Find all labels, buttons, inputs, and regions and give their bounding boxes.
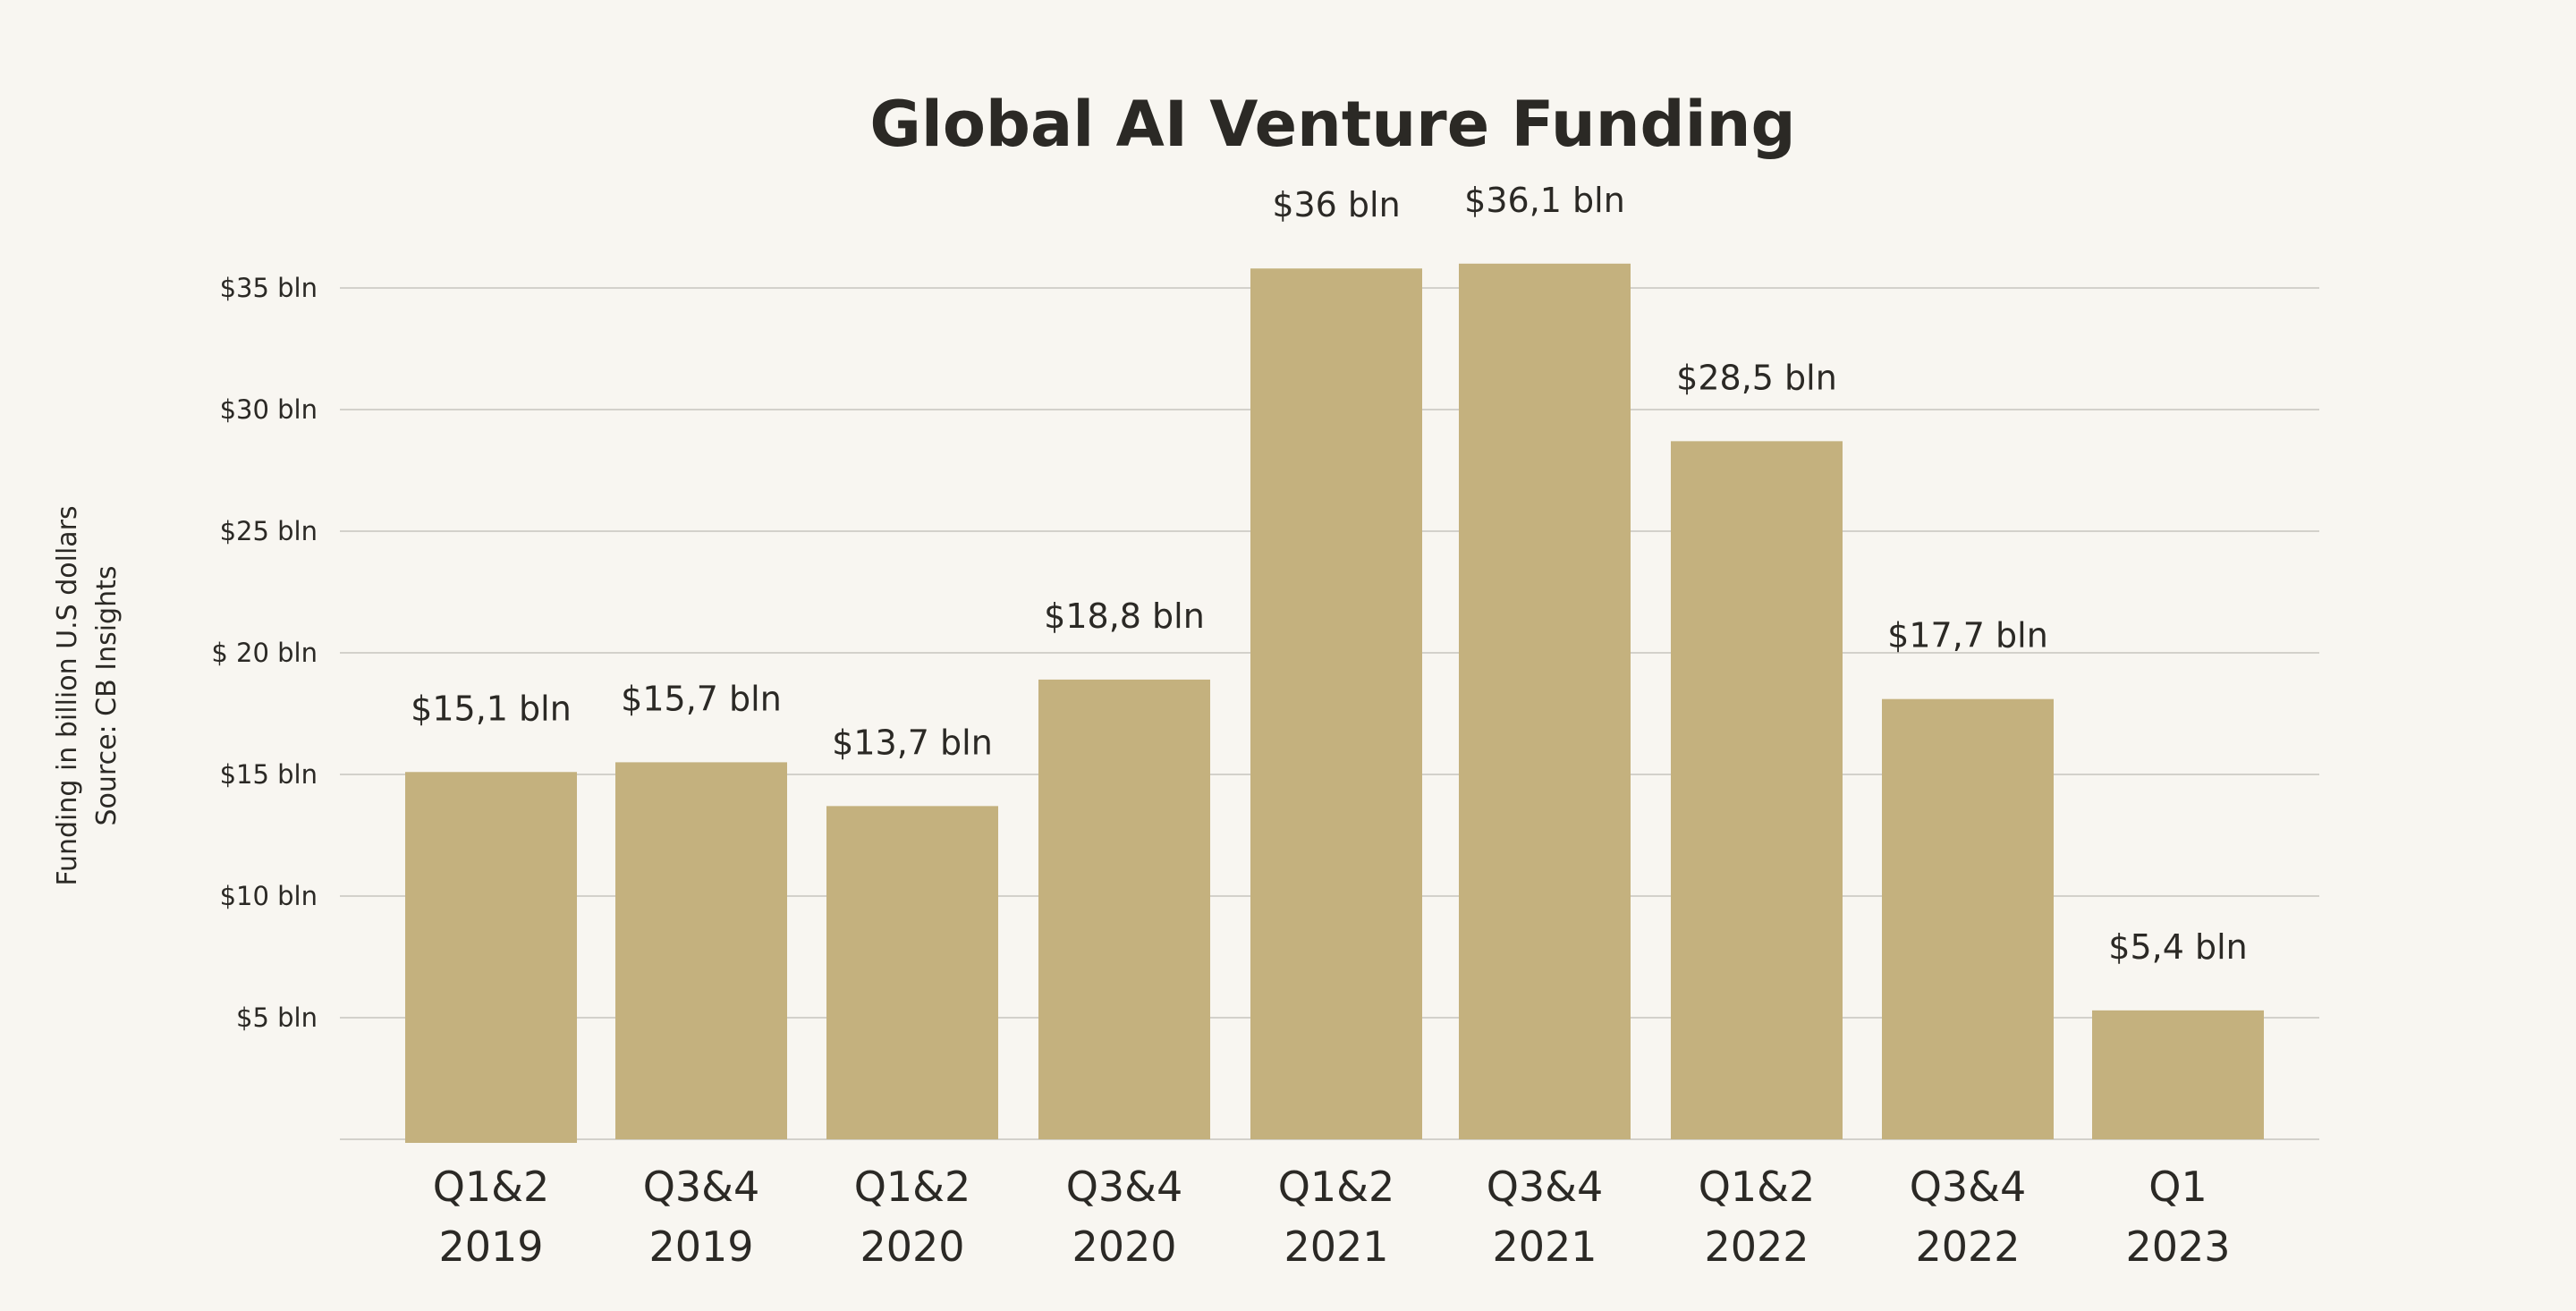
y-tick-label: $30 bln xyxy=(220,394,318,425)
data-labels: $15,1 bln $15,7 bln $13,7 bln $18,8 bln $36 … xyxy=(411,181,2248,967)
x-tick-label-year: 2022 xyxy=(1915,1222,2020,1271)
x-tick-label-year: 2022 xyxy=(1704,1222,1809,1271)
y-axis-label-line-2: Source: CB Insights xyxy=(91,565,123,825)
y-tick-label: $35 bln xyxy=(220,273,318,303)
bar xyxy=(826,806,998,1139)
x-tick-label-year: 2021 xyxy=(1284,1222,1388,1271)
x-tick-label-year: 2019 xyxy=(648,1222,753,1271)
data-label: $36 bln xyxy=(1272,185,1400,224)
data-label: $17,7 bln xyxy=(1887,616,2048,656)
chart-title: Global AI Venture Funding xyxy=(869,88,1795,161)
bar xyxy=(2092,1010,2264,1139)
y-tick-label: $ 20 bln xyxy=(211,638,318,668)
x-tick-label-period: Q1&2 xyxy=(1278,1163,1395,1211)
bars xyxy=(405,263,2264,1143)
y-axis-label: Funding in billion U.S dollars Source: C… xyxy=(52,505,123,885)
x-tick-label-year: 2023 xyxy=(2125,1222,2230,1271)
x-tick-label-year: 2021 xyxy=(1492,1222,1597,1271)
bar xyxy=(1882,698,2054,1139)
y-tick-label: $25 bln xyxy=(220,516,318,546)
x-tick-label-period: Q1&2 xyxy=(433,1163,550,1211)
x-tick-label-period: Q3&4 xyxy=(1487,1163,1604,1211)
y-axis-ticks: $5 bln $10 bln $15 bln $ 20 bln $25 bln $30 b… xyxy=(211,273,318,1033)
data-label: $13,7 bln xyxy=(832,723,993,762)
y-tick-label: $5 bln xyxy=(236,1002,318,1033)
x-tick-label-period: Q1&2 xyxy=(854,1163,971,1211)
y-tick-label: $10 bln xyxy=(220,881,318,911)
data-label: $15,1 bln xyxy=(411,689,572,728)
bar xyxy=(1459,263,1631,1139)
x-tick-label-period: Q1 xyxy=(2148,1163,2207,1211)
x-axis-ticks: Q1&2 2019 Q3&4 2019 Q1&2 2020 Q3&4 2020 Q1&2 2021… xyxy=(433,1163,2231,1271)
data-label: $15,7 bln xyxy=(621,679,782,718)
data-label: $5,4 bln xyxy=(2108,927,2247,967)
bar xyxy=(1038,679,1210,1139)
x-tick-label-period: Q3&4 xyxy=(1910,1163,2027,1211)
data-label: $36,1 bln xyxy=(1464,181,1625,220)
y-tick-label: $15 bln xyxy=(220,759,318,790)
bar xyxy=(1671,441,1843,1139)
data-label: $28,5 bln xyxy=(1676,358,1837,397)
data-label: $18,8 bln xyxy=(1044,596,1205,636)
x-tick-label-period: Q3&4 xyxy=(1066,1163,1183,1211)
x-tick-label-year: 2019 xyxy=(438,1222,543,1271)
bar xyxy=(615,762,787,1139)
x-tick-label-year: 2020 xyxy=(860,1222,964,1271)
x-tick-label-period: Q1&2 xyxy=(1699,1163,1816,1211)
y-axis-label-line-1: Funding in billion U.S dollars xyxy=(52,505,83,885)
bar xyxy=(1250,268,1422,1139)
x-tick-label-period: Q3&4 xyxy=(643,1163,760,1211)
bar xyxy=(405,772,577,1143)
x-tick-label-year: 2020 xyxy=(1072,1222,1176,1271)
